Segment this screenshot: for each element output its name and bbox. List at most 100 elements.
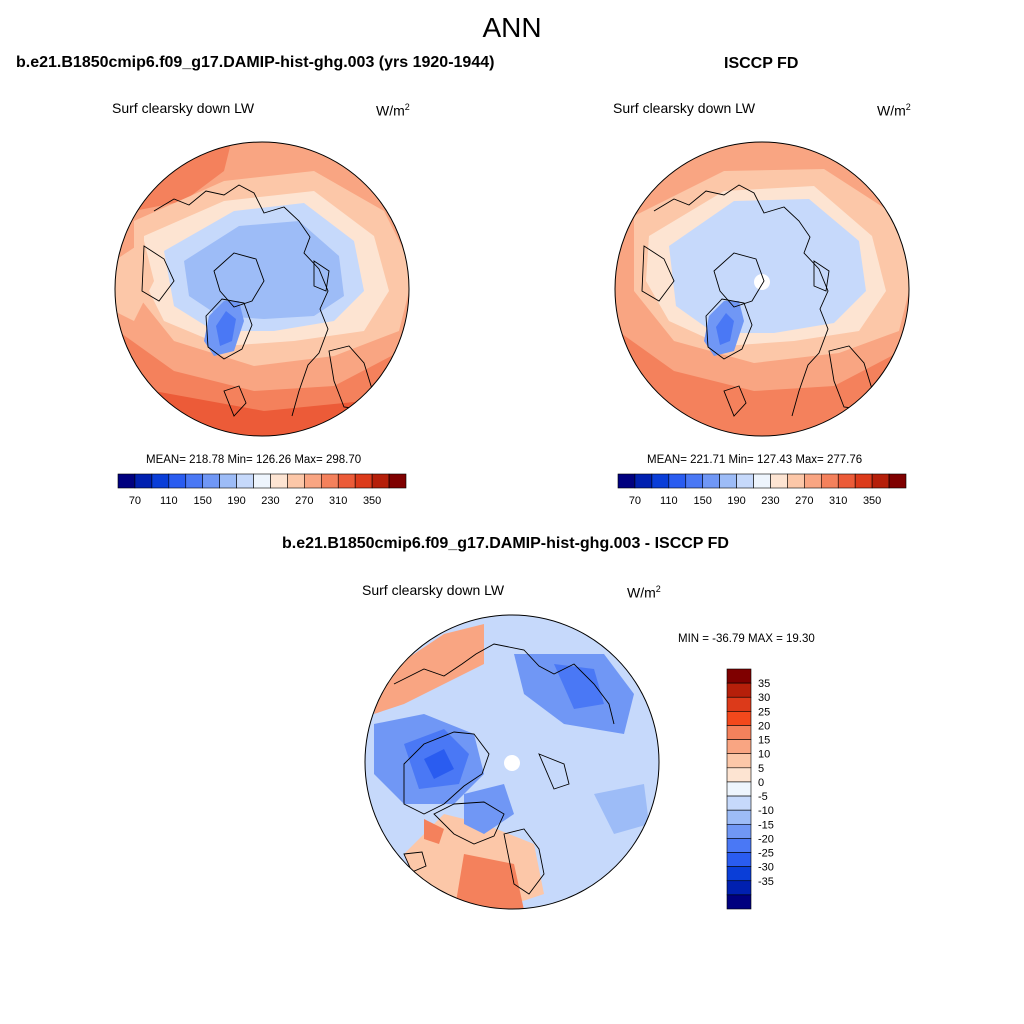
model-colorbar-tick-label: 150 (194, 495, 212, 507)
model-units-label: W/m2 (376, 102, 410, 119)
obs-colorbar-tick-label: 190 (727, 495, 745, 507)
diff-colorbar-tick-label: 30 (758, 692, 770, 704)
obs-colorbar-swatch (668, 473, 687, 489)
model-colorbar-swatch (270, 473, 288, 489)
model-colorbar-swatch (185, 473, 204, 489)
obs-colorbar-tick-label: 310 (829, 495, 847, 507)
obs-colorbar-tick-label: 70 (629, 495, 641, 507)
obs-colorbar-swatch (685, 473, 704, 489)
diff-colorbar-swatch (726, 894, 752, 910)
diff-colorbar-swatch (726, 682, 752, 698)
model-colorbar-swatch (219, 473, 237, 489)
diff-colorbar-tick-label: -5 (758, 791, 768, 803)
diff-variable-label: Surf clearsky down LW (362, 582, 505, 598)
obs-colorbar-swatch (770, 473, 788, 489)
model-polar-map (114, 141, 410, 437)
obs-colorbar-swatch (617, 473, 636, 489)
diff-colorbar-tick-label: -25 (758, 848, 774, 860)
obs-colorbar-swatch (854, 473, 873, 489)
model-colorbar-swatch (117, 473, 136, 489)
obs-units-label: W/m2 (877, 102, 911, 119)
model-variable-label: Surf clearsky down LW (112, 100, 255, 116)
model-colorbar-tick-label: 70 (129, 495, 141, 507)
diff-colorbar-tick-label: -10 (758, 805, 774, 817)
diff-colorbar-swatch (726, 739, 752, 755)
model-colorbar-swatch (354, 473, 373, 489)
diff-colorbar-tick-label: 0 (758, 777, 764, 789)
diff-colorbar-swatch (726, 795, 752, 811)
model-colorbar-swatch (168, 473, 187, 489)
obs-colorbar-swatch (736, 473, 754, 489)
season-title: ANN (482, 12, 542, 43)
obs-colorbar-swatch (888, 473, 907, 489)
model-colorbar-tick-label: 270 (295, 495, 313, 507)
diff-colorbar-tick-label: 20 (758, 720, 770, 732)
model-colorbar-swatch (151, 473, 170, 489)
model-colorbar-swatch (253, 473, 271, 489)
obs-variable-label: Surf clearsky down LW (613, 100, 756, 116)
model-colorbar: 70 110 150 190 230 270 310 350 (117, 473, 407, 507)
obs-colorbar-swatch (719, 473, 737, 489)
diff-colorbar-tick-label: 15 (758, 735, 770, 747)
model-colorbar-swatch (371, 473, 390, 489)
obs-colorbar-swatch (871, 473, 890, 489)
obs-colorbar-swatch (702, 473, 720, 489)
diff-colorbar-tick-label: 35 (758, 678, 770, 690)
model-colorbar-swatch (388, 473, 407, 489)
diff-colorbar-tick-label: 5 (758, 763, 764, 775)
diff-colorbar-tick-label: -15 (758, 819, 774, 831)
obs-colorbar-tick-label: 350 (863, 495, 881, 507)
model-panel-title: b.e21.B1850cmip6.f09_g17.DAMIP-hist-ghg.… (16, 54, 495, 71)
diff-colorbar-swatch (726, 823, 752, 839)
model-colorbar-tick-label: 230 (261, 495, 279, 507)
model-colorbar-tick-label: 310 (329, 495, 347, 507)
model-colorbar-swatch (134, 473, 153, 489)
diff-colorbar-swatch (726, 753, 752, 769)
obs-colorbar-swatch (753, 473, 771, 489)
diff-colorbar-swatch (726, 809, 752, 825)
diff-colorbar-swatch (726, 838, 752, 853)
obs-colorbar-swatch (820, 473, 839, 489)
model-colorbar-swatch (236, 473, 254, 489)
diff-colorbar-tick-label: 10 (758, 749, 770, 761)
obs-polar-map (614, 141, 910, 437)
model-stats: MEAN= 218.78 Min= 126.26 Max= 298.70 (146, 454, 362, 466)
model-colorbar-swatch (304, 473, 322, 489)
diff-colorbar-swatch (726, 668, 752, 684)
model-colorbar-swatch (337, 473, 356, 489)
obs-colorbar-swatch (651, 473, 670, 489)
diff-colorbar-tick-label: -35 (758, 876, 774, 888)
diff-colorbar-swatch (726, 866, 752, 882)
obs-colorbar-tick-label: 110 (660, 495, 678, 507)
obs-stats: MEAN= 221.71 Min= 127.43 Max= 277.76 (647, 454, 863, 466)
diff-colorbar-tick-label: -20 (758, 833, 774, 845)
diff-units-label: W/m2 (627, 584, 661, 601)
obs-colorbar-swatch (837, 473, 856, 489)
obs-colorbar-tick-label: 230 (761, 495, 779, 507)
model-colorbar-swatch (320, 473, 339, 489)
model-colorbar-tick-label: 190 (227, 495, 245, 507)
model-colorbar-tick-label: 350 (363, 495, 381, 507)
model-colorbar-tick-label: 110 (160, 495, 178, 507)
diff-colorbar-swatch (726, 880, 752, 896)
obs-colorbar-tick-label: 150 (694, 495, 712, 507)
diff-colorbar-swatch (726, 725, 752, 740)
obs-colorbar-swatch (804, 473, 822, 489)
obs-colorbar: 70 110 150 190 230 270 310 350 (617, 473, 907, 507)
diff-colorbar-swatch (726, 767, 752, 783)
diff-stats: MIN = -36.79 MAX = 19.30 (678, 633, 815, 645)
diff-colorbar-swatch (726, 852, 752, 867)
diff-colorbar-swatch (726, 711, 752, 726)
obs-colorbar-tick-label: 270 (795, 495, 813, 507)
obs-panel-title: ISCCP FD (724, 55, 799, 72)
obs-colorbar-swatch (634, 473, 653, 489)
diff-colorbar-swatch (726, 696, 752, 712)
diff-colorbar-tick-label: -30 (758, 862, 774, 874)
diff-colorbar-swatch (726, 781, 752, 797)
model-colorbar-swatch (202, 473, 220, 489)
diff-polar-map (364, 614, 660, 910)
obs-colorbar-swatch (787, 473, 805, 489)
diff-panel-title: b.e21.B1850cmip6.f09_g17.DAMIP-hist-ghg.… (282, 535, 729, 552)
diff-colorbar-tick-label: 25 (758, 706, 770, 718)
diff-colorbar: 35 30 25 20 15 10 5 0 -5 -10 -15 -20 -25 -30 -35 (726, 668, 774, 910)
